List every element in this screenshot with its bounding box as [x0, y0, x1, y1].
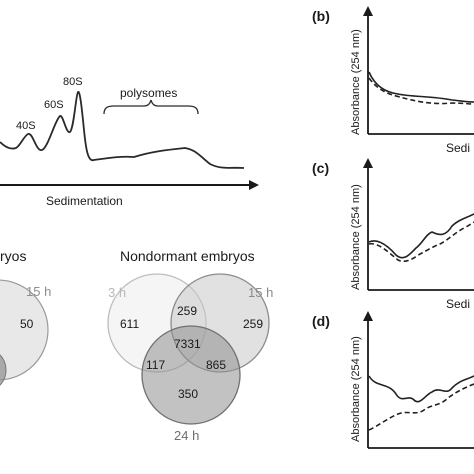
sedimentation-label: Sedimentation: [46, 194, 123, 208]
panel-c-ylabel: Absorbance (254 nm): [350, 184, 362, 290]
panel-b: (b) Absorbance (254 nm) Sedi: [312, 6, 474, 155]
panel-c-label: (c): [312, 160, 329, 176]
venn-right: Nondormant embryos 3 h 15 h 24 h 611 259…: [107, 248, 273, 443]
panel-b-trace-solid: [368, 71, 474, 103]
venn-label-15h: 15 h: [248, 285, 273, 300]
venn-right-title: Nondormant embryos: [120, 248, 255, 264]
venn-left-count: 50: [20, 317, 34, 331]
venn-left: ryos 15 h 50: [0, 248, 51, 386]
peak-label-40s: 40S: [16, 120, 36, 132]
venn-count-15h-24h: 865: [206, 358, 226, 372]
venn-count-3h-24h: 117: [146, 358, 165, 372]
venn-count-3h-only: 611: [120, 317, 139, 331]
venn-left-title: ryos: [0, 248, 26, 264]
venn-label-3h: 3 h: [108, 285, 126, 300]
panel-d-label: (d): [312, 313, 330, 329]
venn-left-time-label: 15 h: [26, 284, 51, 299]
profile-panel: 40S 60S 80S polysomes Sedimentation: [0, 76, 259, 208]
polysomes-brace: [103, 99, 199, 115]
panel-b-label: (b): [312, 8, 330, 24]
panel-c-xlabel: Sedi: [446, 297, 470, 311]
venn-label-24h: 24 h: [174, 428, 199, 443]
panel-d-trace-dashed: [368, 383, 474, 431]
panel-c: (c) Absorbance (254 nm) Sedi: [312, 158, 474, 311]
venn-count-3h-15h: 259: [177, 304, 197, 318]
panel-b-ylabel: Absorbance (254 nm): [350, 29, 362, 135]
panel-b-trace-dashed: [368, 77, 474, 105]
peak-label-80s: 80S: [63, 76, 83, 88]
panel-d-ylabel: Absorbance (254 nm): [350, 336, 362, 442]
venn-left-circle-lower: [0, 354, 7, 386]
panel-d-trace-solid: [368, 375, 474, 403]
venn-circle-24h: [141, 325, 241, 425]
polysomes-label: polysomes: [120, 86, 177, 100]
venn-left-circle-15h: [0, 279, 49, 381]
venn-count-15h-only: 259: [243, 317, 263, 331]
peak-label-60s: 60S: [44, 99, 64, 111]
panel-c-trace-solid: [368, 213, 474, 259]
profile-trace: [0, 91, 245, 169]
venn-count-all: 7331: [174, 337, 201, 351]
panel-d: (d) Absorbance (254 nm): [312, 311, 474, 449]
panel-b-xlabel: Sedi: [446, 141, 470, 155]
venn-count-24h-only: 350: [178, 387, 198, 401]
